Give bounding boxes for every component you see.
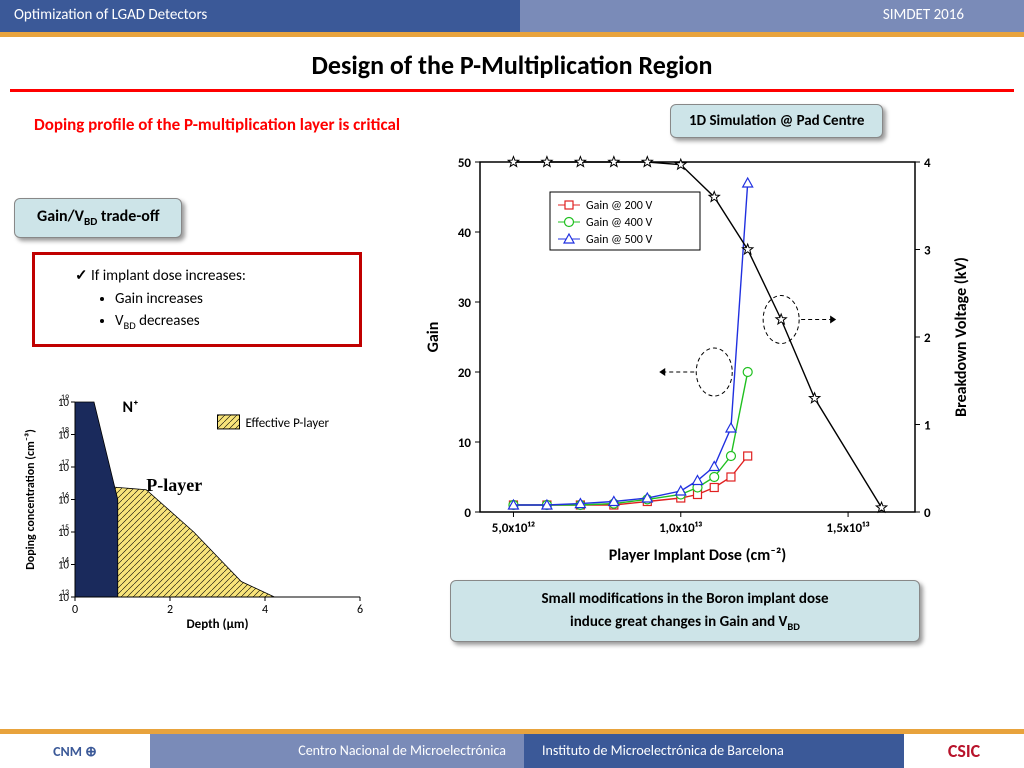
svg-text:14: 14 [61, 556, 69, 566]
svg-text:Breakdown Voltage (kV): Breakdown Voltage (kV) [952, 257, 971, 417]
svg-text:Doping concentration (cm⁻³): Doping concentration (cm⁻³) [24, 429, 38, 570]
doping-chart: 02461013101410151016101710181019Depth (µ… [20, 392, 370, 632]
gain-callout-pre: Gain/V [37, 207, 84, 226]
content-area: Doping profile of the P-multiplication l… [0, 92, 1024, 712]
svg-text:15: 15 [61, 523, 69, 533]
gain-callout-post: trade-off [97, 207, 159, 226]
svg-text:40: 40 [458, 226, 472, 241]
svg-text:30: 30 [458, 296, 472, 311]
footer: CNM ⊕ Centro Nacional de Microelectrónic… [0, 729, 1024, 768]
svg-text:19: 19 [61, 393, 69, 403]
implant-b2: VBD decreases [115, 310, 349, 334]
svg-text:6: 6 [357, 603, 363, 617]
svg-text:4: 4 [262, 603, 268, 617]
implant-b1: Gain increases [115, 288, 349, 311]
header-left: Optimization of LGAD Detectors [0, 0, 520, 32]
svg-text:50: 50 [458, 156, 472, 171]
sim-callout: 1D Simulation @ Pad Centre [670, 104, 883, 138]
svg-text:1: 1 [924, 419, 931, 434]
svg-text:17: 17 [61, 458, 69, 468]
footer-logo-csic: CSIC [904, 734, 1024, 768]
svg-text:0: 0 [72, 603, 78, 617]
svg-text:3: 3 [924, 244, 931, 259]
conclusion-callout: Small modifications in the Boron implant… [450, 580, 920, 642]
conclusion-l2: induce great changes in Gain and VBD [469, 611, 901, 635]
svg-text:16: 16 [61, 491, 69, 501]
page-title: Design of the P-Multiplication Region [0, 37, 1024, 89]
svg-text:Player Implant Dose (cm⁻²): Player Implant Dose (cm⁻²) [609, 546, 787, 565]
gain-callout-sub: BD [84, 215, 97, 229]
svg-text:Gain: Gain [424, 322, 443, 353]
svg-text:18: 18 [61, 426, 69, 436]
doping-statement: Doping profile of the P-multiplication l… [34, 114, 400, 135]
svg-text:5,0x10¹²: 5,0x10¹² [492, 521, 535, 536]
svg-text:1,0x10¹³: 1,0x10¹³ [659, 521, 702, 536]
implant-head: If implant dose increases: [75, 265, 349, 288]
svg-text:2: 2 [924, 331, 931, 346]
implant-box: If implant dose increases: Gain increase… [32, 252, 362, 347]
svg-text:Gain @ 400 V: Gain @ 400 V [586, 216, 652, 230]
footer-logo-cnm: CNM ⊕ [0, 734, 150, 768]
svg-text:Gain @ 200 V: Gain @ 200 V [586, 199, 652, 213]
svg-text:Gain @ 500 V: Gain @ 500 V [586, 233, 652, 247]
svg-text:20: 20 [458, 366, 472, 381]
svg-text:0: 0 [924, 506, 931, 521]
svg-text:2: 2 [167, 603, 173, 617]
header-right: SIMDET 2016 [520, 0, 1024, 32]
svg-text:10: 10 [458, 436, 472, 451]
header-bar: Optimization of LGAD Detectors SIMDET 20… [0, 0, 1024, 32]
svg-text:13: 13 [61, 588, 69, 598]
svg-text:0: 0 [464, 506, 471, 521]
svg-text:1,5x10¹³: 1,5x10¹³ [826, 521, 869, 536]
conclusion-l1: Small modifications in the Boron implant… [469, 588, 901, 611]
svg-text:4: 4 [924, 156, 931, 171]
footer-mid2: Instituto de Microelectrónica de Barcelo… [524, 734, 904, 768]
gain-callout: Gain/VBD trade-off [14, 198, 182, 238]
main-chart: 0 10 20 30 40 50 0 1 2 3 4 5,0x10¹² 1,0x10¹³ 1,5x10¹³… [420, 152, 980, 572]
svg-text:Depth (µm): Depth (µm) [186, 617, 248, 632]
svg-text:N⁺: N⁺ [123, 398, 139, 417]
svg-text:P-layer: P-layer [146, 475, 202, 495]
svg-text:Effective P-layer: Effective P-layer [246, 416, 330, 431]
footer-mid1: Centro Nacional de Microelectrónica [150, 734, 524, 768]
